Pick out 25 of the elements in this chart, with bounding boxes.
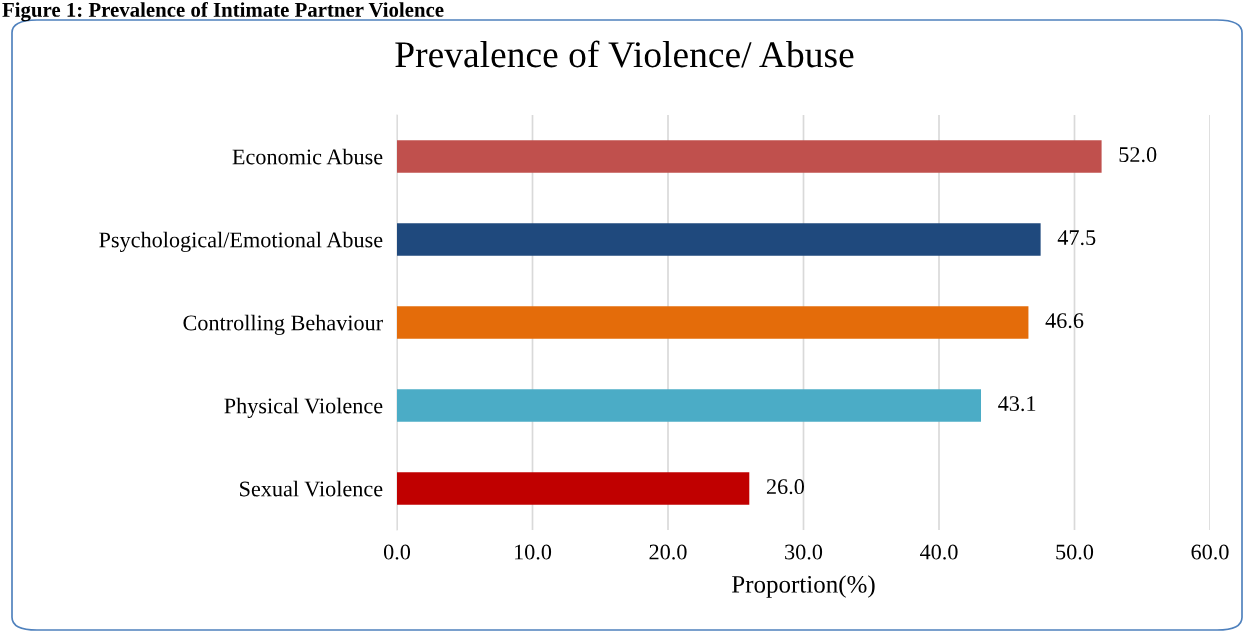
- data-label: 47.5: [1057, 230, 1096, 246]
- y-tick-label: Controlling Behaviour: [183, 314, 383, 336]
- x-tick-label: 20.0: [649, 544, 687, 560]
- bar: [397, 389, 981, 422]
- bar: [397, 223, 1041, 256]
- y-tick-label: Economic Abuse: [232, 148, 383, 165]
- y-tick-label: Physical Violence: [224, 397, 383, 419]
- x-tick-label: 30.0: [785, 544, 823, 560]
- data-label: 52.0: [1119, 147, 1157, 163]
- y-tick-label: Psychological/Emotional Abuse: [99, 231, 383, 253]
- x-tick-label: 50.0: [1056, 544, 1094, 560]
- chart-title: Prevalence of Violence/ Abuse: [395, 40, 854, 68]
- data-label: 26.0: [766, 479, 805, 495]
- x-axis-title: Proportion(%): [732, 575, 875, 598]
- x-tick-label: 40.0: [919, 544, 958, 560]
- x-tick-label: 60.0: [1191, 544, 1229, 560]
- x-tick-label: 0.0: [383, 544, 411, 560]
- caption: Figure 1: Prevalence of Intimate Partner Violence: [2, 2, 444, 22]
- y-tick-label: Sexual Violence: [240, 480, 383, 497]
- bar: [397, 472, 750, 505]
- x-tick-label: 10.0: [515, 544, 552, 560]
- bar: [397, 140, 1102, 173]
- data-label: 46.6: [1045, 313, 1084, 329]
- data-label: 43.1: [998, 396, 1036, 412]
- bar: [397, 306, 1029, 339]
